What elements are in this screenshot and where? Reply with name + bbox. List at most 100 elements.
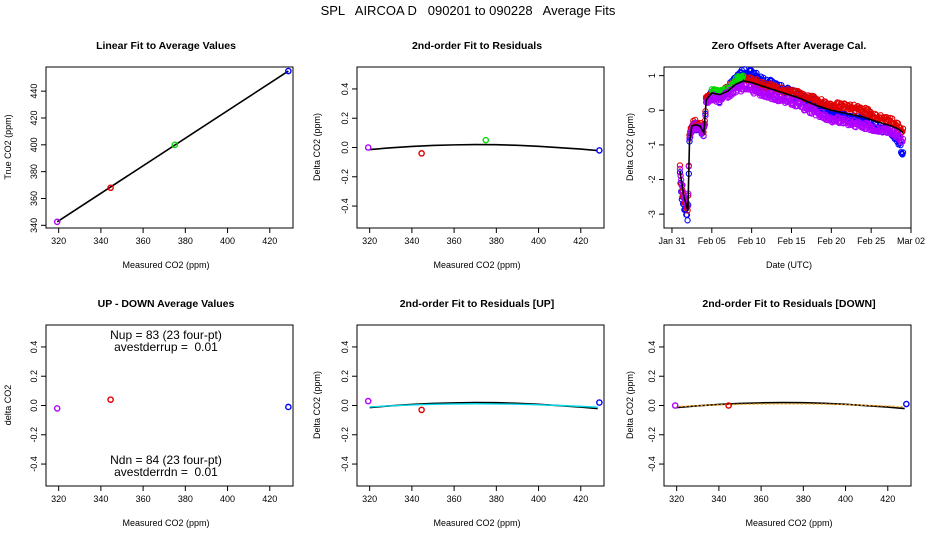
x-axis-label: Measured CO2 (ppm) [433,260,520,270]
data-point [482,136,490,144]
x-tick-label: 340 [404,494,419,504]
fit-line-black [679,80,904,211]
panel-title: 2nd-order Fit to Residuals [DOWN] [702,298,875,310]
data-point [107,184,114,192]
fit-line-orange [676,403,905,408]
panel-title: Zero Offsets After Average Cal. [712,40,867,52]
x-tick-label: 360 [754,494,769,504]
x-tick-label: Feb 05 [698,236,726,246]
x-tick-label: 400 [531,236,546,246]
y-tick-label: -1 [647,141,657,149]
x-tick-label: 420 [262,236,277,246]
data-point [897,142,904,149]
y-tick-label: 0.2 [29,370,39,383]
data-point [676,165,684,173]
y-axis-label: Delta CO2 (ppm) [625,371,635,439]
y-tick-label: 0.4 [340,83,350,96]
x-axis-label: Measured CO2 (ppm) [122,518,209,528]
y-tick-label: -0.2 [340,169,350,185]
annotation-ndn: Ndn = 84 (23 four-pt) [110,453,222,467]
fit-line-black [369,143,598,152]
panel-residuals-up: 2nd-order Fit to Residuals [UP] 320 340 36… [312,298,605,528]
y-tick-label: 0.0 [29,399,39,412]
x-tick-label: 380 [489,236,504,246]
data-point [364,397,372,405]
y-tick-label: 0.4 [647,341,657,354]
data-point [899,128,906,135]
x-tick-label: 340 [711,494,726,504]
y-tick-label: 0.0 [340,399,350,412]
panel-up-down: UP - DOWN Average Values 320 340 360 380 400… [3,298,294,528]
data-point [899,149,907,156]
x-tick-label: 340 [404,236,419,246]
x-tick-label: 420 [573,494,588,504]
data-point [364,144,372,151]
data-point [864,120,871,128]
panel-linear-fit: Linear Fit to Average Values 320 340 360 38… [3,40,294,270]
y-tick-label: 0.4 [340,341,350,354]
x-tick-label: 380 [178,494,193,504]
panel-residuals: 2nd-order Fit to Residuals 320 340 360 380 4… [312,40,605,270]
data-point [53,405,61,412]
panel-title: 2nd-order Fit to Residuals [UP] [400,298,555,310]
y-tick-label: -3 [647,210,657,218]
annotation-nup: Nup = 83 (23 four-pt) [110,328,222,342]
y-tick-label: 360 [29,191,39,206]
y-axis-label: delta CO2 [3,385,13,426]
y-tick-label: -0.2 [340,427,350,443]
x-tick-label: 380 [178,236,193,246]
data-point [725,402,732,409]
y-tick-label: -0.2 [29,427,39,443]
x-tick-label: 360 [447,494,462,504]
data-point [684,217,691,224]
x-tick-label: 420 [262,494,277,504]
x-tick-label: Feb 20 [817,236,845,246]
x-tick-label: Feb 25 [857,236,885,246]
x-tick-label: 400 [220,236,235,246]
y-tick-label: 0.2 [647,370,657,383]
x-tick-label: 340 [93,236,108,246]
data-point [107,396,114,403]
data-point [739,72,747,79]
plot-frame [663,66,912,229]
x-tick-label: 320 [362,494,377,504]
data-point [899,135,907,143]
x-tick-label: 420 [880,494,895,504]
x-axis-label: Measured CO2 (ppm) [745,518,832,528]
data-point [899,125,907,132]
y-axis-label: Delta CO2 (ppm) [625,113,635,181]
y-tick-label: -0.4 [340,456,350,472]
y-tick-label: 0.0 [647,399,657,412]
data-point [285,403,292,411]
x-axis-label: Measured CO2 (ppm) [122,260,209,270]
x-tick-label: 400 [220,494,235,504]
y-tick-label: 0.4 [29,341,39,354]
x-tick-label: 380 [489,494,504,504]
plot-frame [45,66,294,229]
data-point [899,138,906,145]
panel-title: 2nd-order Fit to Residuals [412,40,542,52]
y-tick-label: 380 [29,164,39,179]
data-point [903,400,910,408]
plot-area: 320 340 360 380 400 420 -0.4 -0.2 0.0 0.2 0.4 [29,341,292,504]
plot-area: 320 340 360 380 400 420 -0.4 -0.2 0.0 0.2 0.4 [340,83,603,246]
panel-residuals-down: 2nd-order Fit to Residuals [DOWN] 320 340… [625,298,912,528]
x-tick-label: 420 [573,236,588,246]
y-tick-label: -0.4 [29,456,39,472]
x-tick-label: Feb 15 [777,236,805,246]
y-tick-label: 440 [29,84,39,99]
panel-zero-offsets: Zero Offsets After Average Cal. Jan 31 Fe… [625,40,925,270]
plot-area: 320 340 360 380 400 420 -0.4 -0.2 0.0 0.2 0.4 [647,341,910,504]
data-point [671,402,679,409]
y-axis-label: True CO2 (ppm) [3,114,13,179]
annotation-avestderrdn: avestderrdn = 0.01 [114,465,218,479]
fit-line-cyan [369,403,598,408]
data-point [171,141,179,149]
panel-title: Linear Fit to Average Values [96,40,236,52]
x-tick-label: 340 [93,494,108,504]
plot-area: 320 340 360 380 400 420 -0.4 -0.2 0.0 0.2 0.4 [340,341,603,504]
x-axis-label: Date (UTC) [766,260,812,270]
y-tick-label: 0.2 [340,370,350,383]
x-tick-label: 320 [362,236,377,246]
